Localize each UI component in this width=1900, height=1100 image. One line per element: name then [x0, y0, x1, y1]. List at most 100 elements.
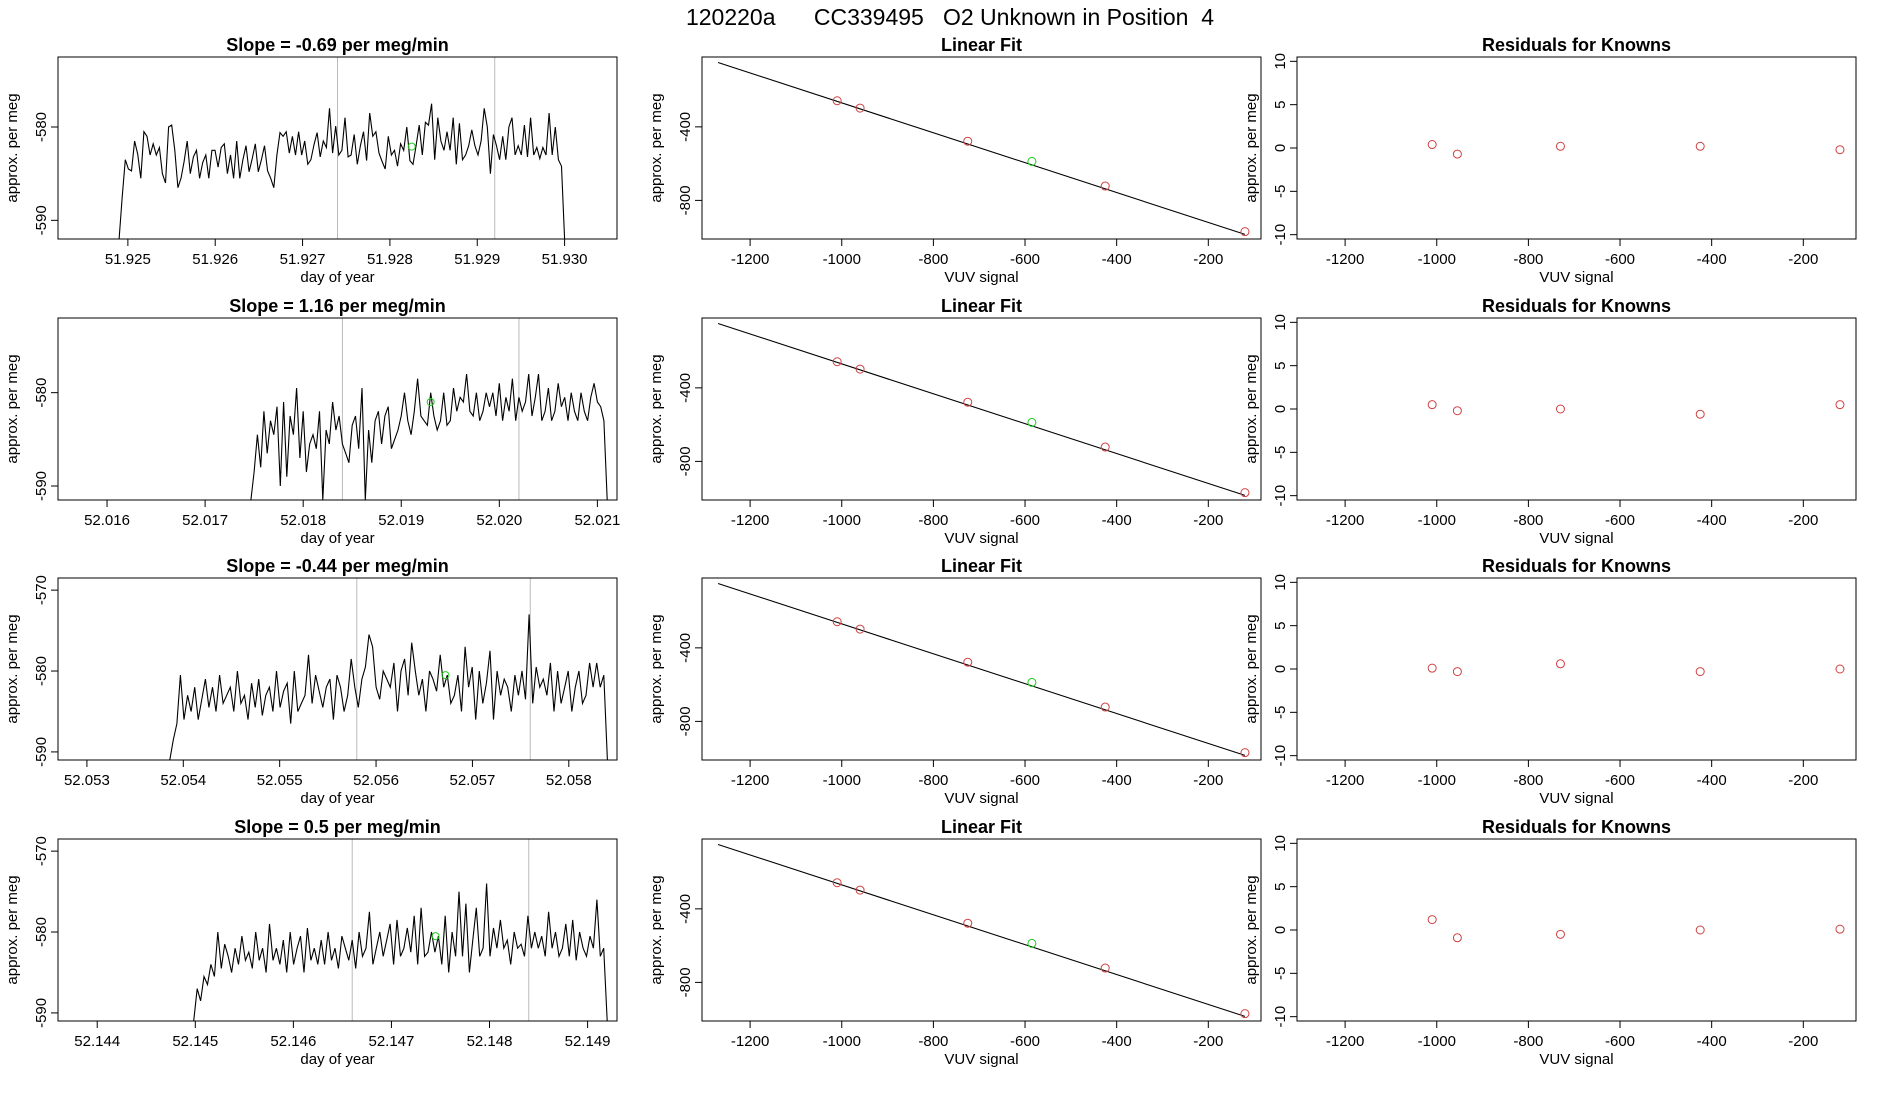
x-tick-label: -200 [1193, 772, 1223, 789]
y-tick-label: -400 [677, 112, 694, 142]
known-point [1695, 925, 1705, 935]
x-tick-label: -400 [1697, 1033, 1727, 1050]
y-tick-label: 5 [1272, 621, 1289, 629]
known-point [1100, 181, 1110, 191]
known-point [1452, 406, 1462, 416]
x-tick-label: 52.058 [546, 772, 592, 789]
panel-title: Residuals for Knowns [1482, 556, 1671, 576]
signal-series-line [118, 103, 566, 239]
x-tick-label: 51.928 [367, 251, 413, 268]
y-tick-label: -5 [1272, 706, 1289, 719]
known-point [1100, 963, 1110, 973]
plot-frame [57, 317, 618, 501]
x-tick-label: -400 [1102, 251, 1132, 268]
known-point [855, 885, 865, 895]
panel-title: Slope = 1.16 per meg/min [229, 296, 446, 316]
y-axis-label: approx. per meg [1243, 93, 1260, 202]
known-point [832, 357, 842, 367]
unknown-point [426, 398, 435, 406]
unknown-point [1027, 156, 1037, 166]
y-axis-label: approx. per meg [648, 614, 665, 723]
x-tick-label: -1000 [823, 772, 861, 789]
y-tick-label: -10 [1272, 745, 1289, 767]
known-point [1427, 915, 1437, 925]
known-point [1427, 140, 1437, 150]
x-tick-label: -200 [1788, 251, 1818, 268]
known-point [963, 136, 973, 146]
y-tick-label: -580 [33, 378, 50, 408]
y-tick-label: -10 [1272, 485, 1289, 507]
panel-3-2: Residuals for Knowns -1200 -1000 -800 -600 -4… [1243, 296, 1857, 547]
known-point [832, 96, 842, 106]
known-point [1240, 1009, 1250, 1019]
known-point [1452, 933, 1462, 943]
known-point [1835, 924, 1845, 934]
y-tick-label: -580 [33, 112, 50, 142]
y-axis-label: approx. per meg [4, 354, 21, 463]
panel-3-4: Residuals for Knowns -1200 -1000 -800 -600 -4… [1243, 817, 1857, 1068]
plot-frame [701, 577, 1262, 761]
panel-2-2: Linear Fit -1200 -1000 -800 -600 -400 -200 -800… [648, 296, 1262, 547]
panel-2-1: Linear Fit -1200 -1000 -800 -600 -400 -200 -800… [648, 35, 1262, 286]
known-point [1695, 141, 1705, 151]
known-point [1835, 400, 1845, 410]
y-tick-label: 0 [1272, 405, 1289, 413]
y-tick-label: -800 [677, 706, 694, 736]
x-tick-label: -800 [918, 1033, 948, 1050]
x-tick-label: -600 [1010, 772, 1040, 789]
x-tick-label: -600 [1605, 772, 1635, 789]
panel-1-2: Slope = 1.16 per meg/min 52.016 52.017 52.0… [4, 296, 620, 547]
x-tick-label: -1000 [1418, 1033, 1456, 1050]
panel-1-4: Slope = 0.5 per meg/min 52.144 52.145 52.14… [4, 817, 618, 1068]
x-axis-label: day of year [300, 530, 374, 547]
x-tick-label: -800 [1513, 772, 1543, 789]
y-axis-label: approx. per meg [648, 875, 665, 984]
unknown-point [1027, 677, 1037, 687]
y-tick-label: -590 [33, 737, 50, 767]
x-axis-label: VUV signal [1539, 1051, 1613, 1068]
y-axis-label: approx. per meg [1243, 614, 1260, 723]
fit-line [717, 61, 1246, 235]
y-tick-label: -5 [1272, 446, 1289, 459]
y-axis-label: approx. per meg [4, 614, 21, 723]
unknown-point [1027, 417, 1037, 427]
fit-line [717, 322, 1246, 496]
y-tick-label: -570 [33, 575, 50, 605]
x-tick-label: 51.925 [105, 251, 151, 268]
y-axis-label: approx. per meg [4, 93, 21, 202]
x-axis-label: VUV signal [1539, 530, 1613, 547]
x-tick-label: -200 [1193, 251, 1223, 268]
panel-2-3: Linear Fit -1200 -1000 -800 -600 -400 -200 -800… [648, 556, 1262, 807]
x-tick-label: -800 [918, 512, 948, 529]
known-point [1240, 488, 1250, 498]
panel-title: Slope = -0.44 per meg/min [226, 556, 449, 576]
y-axis-label: approx. per meg [4, 875, 21, 984]
y-tick-label: 0 [1272, 926, 1289, 934]
x-tick-label: -1000 [823, 512, 861, 529]
y-tick-label: 5 [1272, 361, 1289, 369]
panel-title: Residuals for Knowns [1482, 817, 1671, 837]
known-point [963, 918, 973, 928]
known-point [1240, 227, 1250, 237]
x-tick-label: -1000 [823, 251, 861, 268]
known-point [832, 617, 842, 627]
x-tick-label: -1200 [731, 512, 769, 529]
x-tick-label: -1200 [1326, 512, 1364, 529]
panel-title: Slope = -0.69 per meg/min [226, 35, 449, 55]
plot-frame [701, 838, 1262, 1022]
x-tick-label: 52.021 [574, 512, 620, 529]
y-tick-label: 10 [1272, 574, 1289, 591]
y-tick-label: 10 [1272, 53, 1289, 70]
y-tick-label: -590 [33, 471, 50, 501]
x-tick-label: -200 [1788, 512, 1818, 529]
x-tick-label: -200 [1193, 1033, 1223, 1050]
panel-title: Linear Fit [941, 817, 1022, 837]
known-point [963, 397, 973, 407]
x-tick-label: -400 [1697, 512, 1727, 529]
y-tick-label: 0 [1272, 144, 1289, 152]
known-point [1100, 702, 1110, 712]
x-tick-label: -600 [1010, 251, 1040, 268]
x-tick-label: 52.144 [74, 1033, 120, 1050]
x-tick-label: -200 [1788, 772, 1818, 789]
